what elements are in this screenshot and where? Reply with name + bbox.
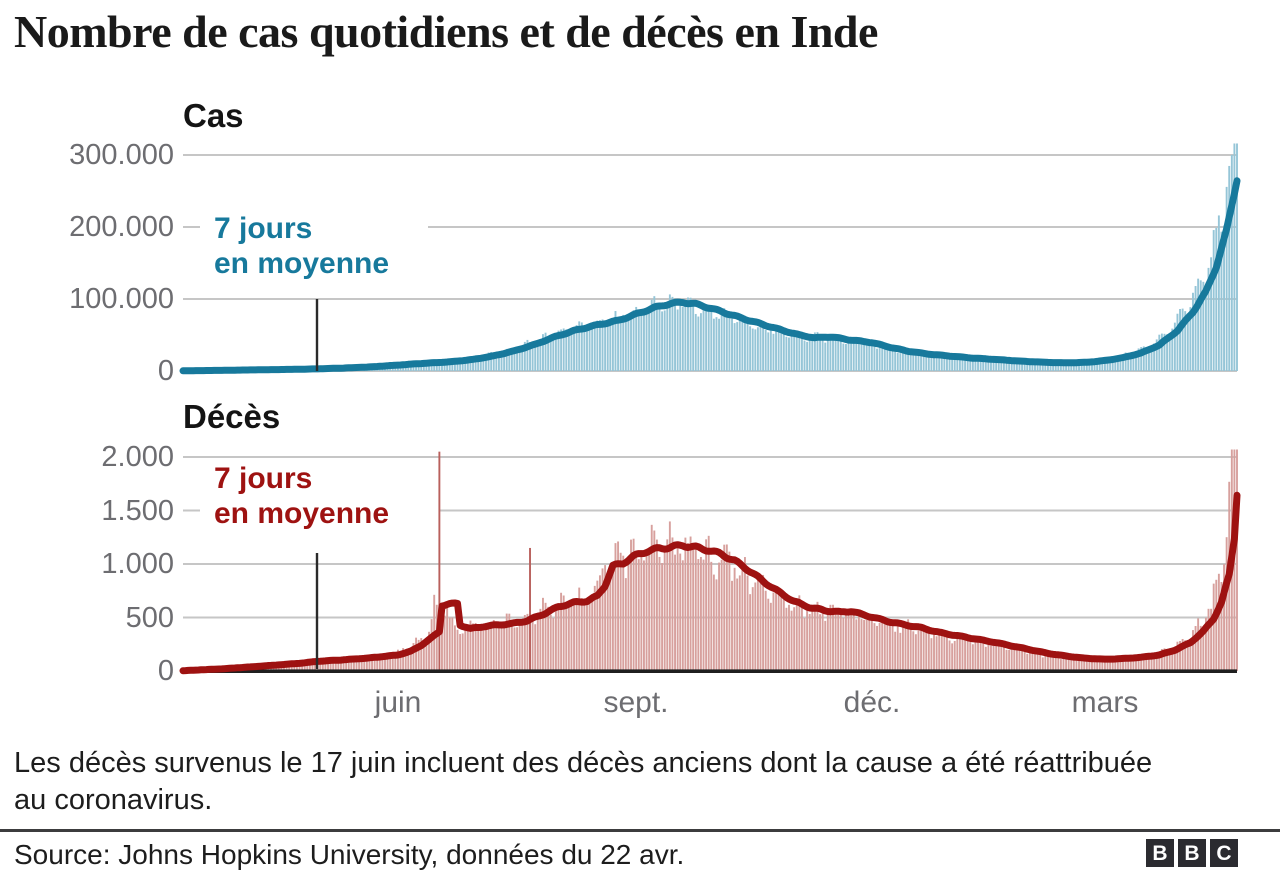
- deaths-annotation-line2: en moyenne: [214, 497, 390, 530]
- month-label-mars: mars: [1071, 686, 1139, 719]
- deaths-ytick: 1.000: [101, 548, 174, 580]
- cases-chart: [179, 143, 1241, 375]
- charts-canvas: [179, 143, 1241, 675]
- cases-ytick: 200.000: [69, 211, 174, 243]
- deaths-gridlines: [183, 456, 1237, 619]
- bbc-logo-block-1: B: [1146, 839, 1174, 867]
- cases-ytick: 0: [157, 355, 174, 387]
- cases-ytick: 300.000: [69, 139, 174, 171]
- page-title: Nombre de cas quotidiens et de décès en …: [14, 6, 878, 57]
- deaths-ytick: 2.000: [101, 441, 174, 473]
- deaths-average-line: [179, 491, 1241, 675]
- cases-bars: [182, 143, 1238, 371]
- deaths-ytick: 500: [125, 602, 174, 634]
- cases-annotation-line1: 7 jours: [214, 212, 313, 245]
- deaths-bars: [182, 449, 1238, 671]
- deaths-ytick: 1.500: [101, 495, 174, 527]
- cases-annotation-line2: en moyenne: [214, 247, 390, 280]
- cases-avg-annotation: 7 jours en moyenne: [214, 211, 389, 281]
- footnote: Les décès survenus le 17 juin incluent d…: [14, 747, 1153, 816]
- month-label-dc: déc.: [843, 686, 901, 719]
- cases-average-line: [179, 177, 1241, 375]
- month-label-sept: sept.: [603, 686, 669, 719]
- bbc-logo-block-3: C: [1210, 839, 1238, 867]
- bbc-logo: B B C: [1146, 839, 1238, 867]
- source-credit: Source: Johns Hopkins University, donnée…: [14, 839, 685, 870]
- deaths-chart-title: Décès: [183, 398, 281, 435]
- month-label-juin: juin: [374, 686, 422, 719]
- footer-divider: [0, 829, 1280, 832]
- bbc-logo-block-2: B: [1178, 839, 1206, 867]
- deaths-ytick: 0: [157, 655, 174, 687]
- deaths-chart: [179, 449, 1241, 675]
- cases-chart-title: Cas: [183, 97, 244, 134]
- deaths-avg-annotation: 7 jours en moyenne: [214, 461, 389, 531]
- deaths-annotation-line1: 7 jours: [214, 462, 313, 495]
- deaths-outlier-bar: [438, 451, 441, 671]
- deaths-outlier-bar: [529, 547, 531, 671]
- deaths-baseline: [183, 669, 1237, 673]
- cases-ytick: 100.000: [69, 283, 174, 315]
